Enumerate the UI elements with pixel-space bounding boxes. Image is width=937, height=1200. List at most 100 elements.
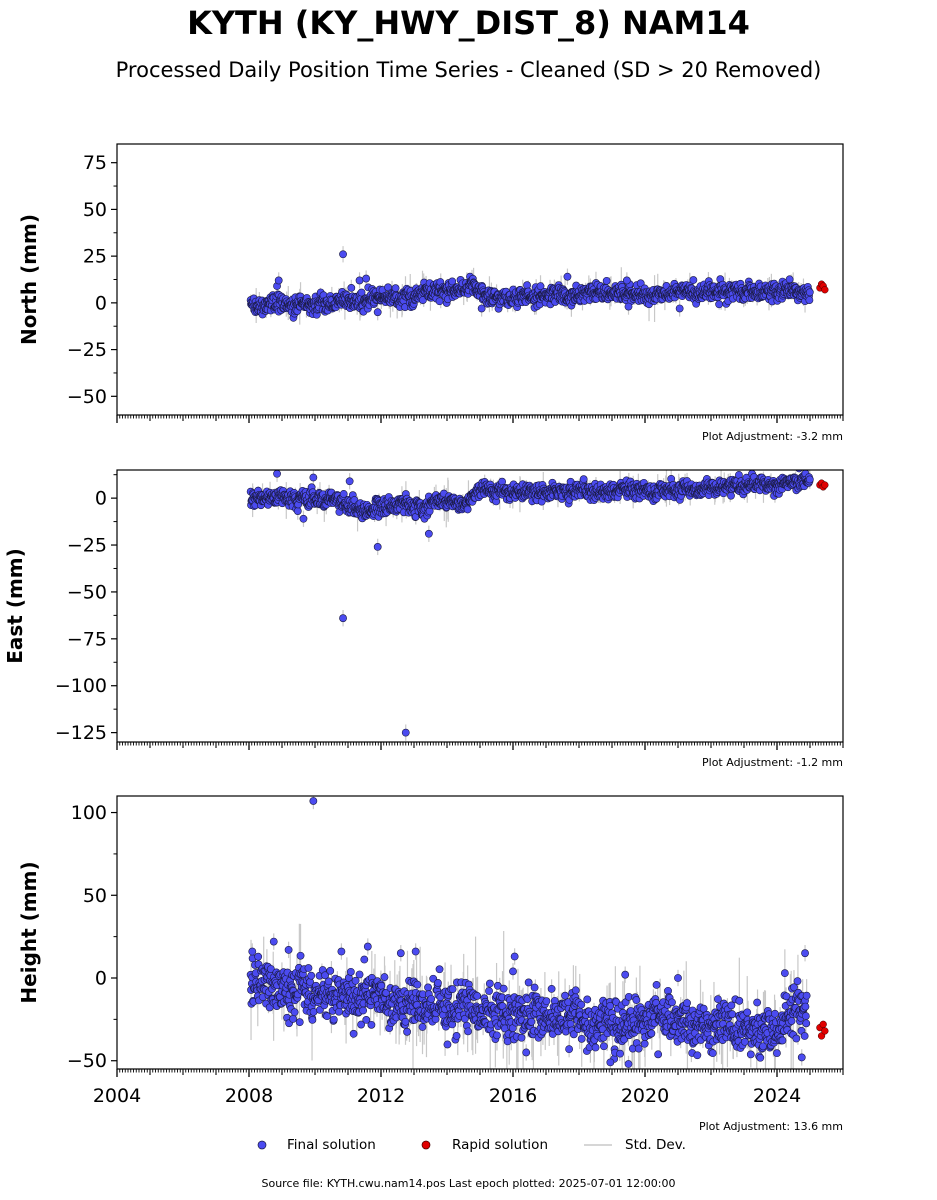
final-solution-points	[246, 797, 811, 1068]
outlier-point	[339, 614, 347, 623]
data-points	[246, 246, 829, 325]
final-point	[413, 980, 422, 989]
final-point	[290, 1008, 299, 1017]
rapid-point	[821, 481, 829, 489]
final-point	[346, 967, 355, 976]
outlier-point	[345, 477, 354, 486]
final-point	[380, 973, 389, 981]
final-point	[435, 297, 444, 306]
outlier-point	[624, 302, 633, 311]
final-point	[321, 971, 329, 980]
data-points	[246, 470, 829, 741]
final-point	[254, 952, 263, 961]
figure-subtitle: Processed Daily Position Time Series - C…	[115, 58, 822, 82]
final-point	[357, 288, 366, 297]
final-point	[293, 507, 302, 515]
outlier-point	[424, 529, 433, 538]
rapid-solution-points	[816, 479, 829, 491]
final-solution-points	[246, 250, 814, 322]
outlier-point	[477, 304, 486, 313]
final-point	[448, 277, 457, 286]
y-axis-label: East (mm)	[3, 548, 27, 664]
final-point	[473, 991, 482, 1000]
final-point	[351, 976, 360, 985]
final-point	[339, 490, 348, 498]
final-point	[805, 296, 814, 304]
final-point	[349, 1029, 358, 1038]
plot-frame	[116, 143, 844, 416]
final-point	[485, 987, 493, 995]
plot-adjustment-note: Plot Adjustment: -1.2 mm	[702, 756, 843, 769]
rapid-solution-points	[816, 280, 829, 294]
final-point	[362, 1016, 371, 1024]
outlier-point	[273, 470, 281, 478]
outlier-point	[362, 274, 371, 283]
final-point	[785, 275, 794, 284]
east-panel: 0 −25 −50 −75 −100 −125 East (mm) Plot Adjustme…	[3, 469, 844, 769]
final-point	[359, 1006, 368, 1015]
final-point	[425, 507, 434, 516]
final-point	[289, 1015, 297, 1023]
final-point	[463, 505, 472, 514]
final-point	[357, 1020, 366, 1029]
final-point	[805, 475, 814, 484]
final-point	[499, 984, 508, 993]
final-point	[434, 979, 442, 987]
final-point	[464, 1027, 472, 1036]
final-point	[805, 288, 814, 297]
final-point	[424, 983, 432, 992]
y-tick-label: 25	[83, 246, 107, 268]
outlier-point	[355, 276, 364, 285]
figure-title: KYTH (KY_HWY_DIST_8) NAM14	[187, 4, 750, 42]
y-tick-label: −25	[67, 535, 107, 557]
final-point	[579, 475, 588, 484]
plot-adjustment-note: Plot Adjustment: -3.2 mm	[702, 430, 843, 443]
outlier-point	[339, 250, 347, 259]
y-tick-label: −100	[55, 675, 107, 697]
final-point	[448, 985, 457, 994]
y-tick-label: −75	[67, 628, 107, 650]
final-point	[384, 283, 392, 292]
plot-frame	[116, 469, 844, 743]
final-point	[689, 276, 698, 284]
y-tick-label: 75	[83, 152, 107, 174]
y-tick-label: 0	[95, 292, 107, 314]
final-point	[324, 977, 333, 986]
outlier-point	[274, 276, 283, 285]
y-tick-label: 0	[95, 488, 107, 510]
final-point	[367, 1020, 376, 1029]
final-point	[335, 1007, 343, 1016]
final-point	[435, 965, 444, 974]
final-point	[452, 1032, 461, 1040]
final-point	[715, 300, 724, 309]
final-point	[485, 979, 494, 988]
final-point	[377, 981, 386, 990]
outlier-point	[299, 514, 308, 523]
final-point	[727, 491, 735, 500]
final-point	[308, 1016, 317, 1024]
rapid-point	[821, 286, 829, 294]
final-point	[355, 970, 364, 979]
final-point	[427, 995, 436, 1003]
data-points	[246, 796, 829, 1069]
final-point	[307, 971, 316, 980]
final-point	[602, 276, 611, 285]
final-point	[536, 282, 545, 291]
final-point	[795, 470, 803, 473]
outlier-point	[563, 272, 572, 281]
y-tick-label: 50	[83, 199, 107, 221]
final-point	[418, 1023, 427, 1031]
y-tick-label: −125	[55, 722, 107, 744]
y-axis-label: North (mm)	[17, 214, 41, 345]
outlier-point	[401, 728, 410, 737]
outlier-point	[373, 543, 382, 551]
final-point	[304, 964, 313, 972]
final-point	[524, 978, 533, 987]
final-point	[360, 955, 369, 964]
final-point	[523, 281, 531, 290]
final-point	[636, 279, 645, 288]
final-point	[329, 1015, 338, 1024]
final-point	[391, 284, 400, 293]
